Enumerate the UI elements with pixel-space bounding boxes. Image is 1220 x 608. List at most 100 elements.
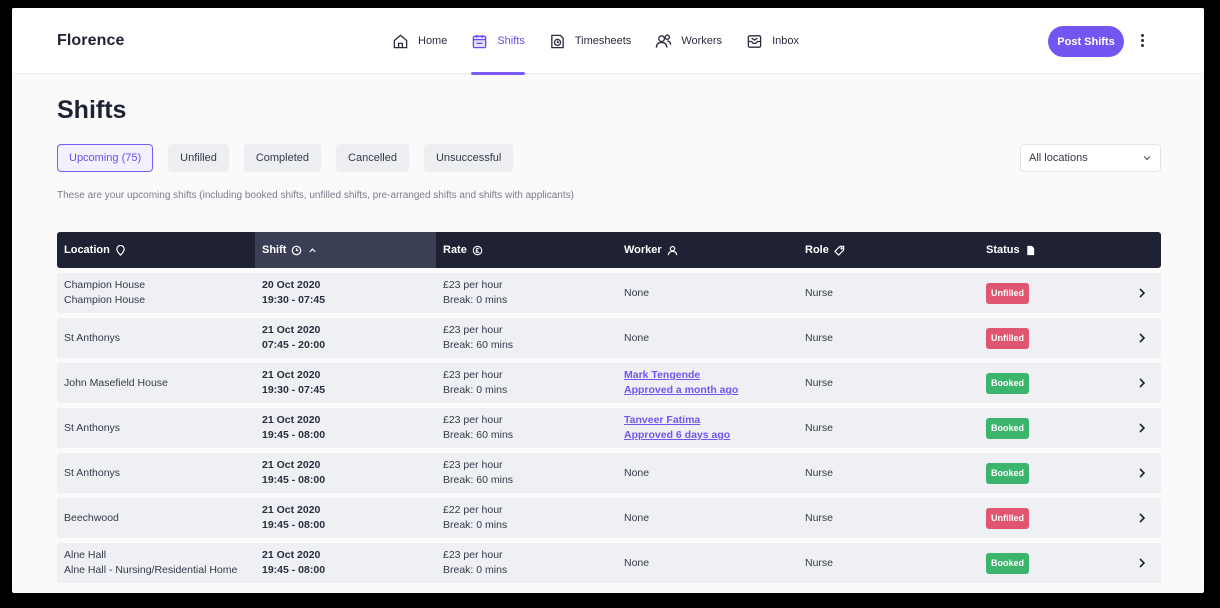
column-rate[interactable]: Rate [436, 232, 617, 268]
approval-link[interactable]: Approved 6 days ago [624, 429, 731, 441]
rate-value: £22 per hour [443, 504, 503, 516]
cell-status: Booked [979, 372, 1161, 394]
location-sub: Alne Hall - Nursing/Residential Home [64, 564, 238, 576]
column-location-label: Location [64, 244, 110, 256]
cell-role: Nurse [805, 556, 834, 569]
table-row[interactable]: John Masefield House 21 Oct 2020 19:30 - … [57, 363, 1161, 403]
cell-worker: None [617, 286, 798, 301]
cell-rate: £23 per hour Break: 60 mins [436, 458, 617, 488]
nav-inbox-label: Inbox [772, 35, 799, 47]
status-badge: Booked [986, 417, 1030, 439]
worker-name: None [624, 556, 650, 569]
shift-date: 21 Oct 2020 [262, 369, 321, 381]
shift-date: 21 Oct 2020 [262, 414, 321, 426]
column-worker[interactable]: Worker [617, 232, 798, 268]
calendar-icon [473, 34, 487, 48]
worker-link[interactable]: Tanveer Fatima [624, 414, 701, 426]
nav-timesheets[interactable]: Timesheets [537, 8, 643, 74]
status-badge: Booked [986, 552, 1030, 574]
rate-value: £23 per hour [443, 369, 503, 381]
page-subtitle: These are your upcoming shifts (includin… [57, 190, 574, 201]
cell-location: John Masefield House [57, 376, 255, 391]
tab-upcoming[interactable]: Upcoming (75) [57, 144, 154, 172]
chevron-right-icon[interactable] [1137, 422, 1147, 434]
column-rate-label: Rate [443, 244, 467, 256]
column-status-label: Status [986, 244, 1020, 256]
chevron-right-icon[interactable] [1137, 332, 1147, 344]
column-location[interactable]: Location [57, 232, 255, 268]
table-row[interactable]: St Anthonys 21 Oct 2020 19:45 - 08:00 £23… [57, 408, 1161, 448]
post-shifts-button[interactable]: Post Shifts [1048, 26, 1124, 57]
nav-home[interactable]: Home [380, 8, 459, 74]
location-select-value: All locations [1029, 152, 1088, 164]
chevron-down-icon [1143, 156, 1151, 161]
more-options-icon[interactable] [1136, 32, 1148, 52]
tab-cancelled[interactable]: Cancelled [336, 144, 409, 172]
table-row[interactable]: Champion House Champion House 20 Oct 2020… [57, 273, 1161, 313]
break-value: Break: 0 mins [443, 384, 508, 396]
table-row[interactable]: Alne Hall Alne Hall - Nursing/Residential… [57, 543, 1161, 583]
cell-status: Booked [979, 462, 1161, 484]
chevron-right-icon[interactable] [1137, 512, 1147, 524]
status-badge: Unfilled [986, 507, 1029, 529]
location-name: St Anthonys [64, 331, 121, 344]
location-name: St Anthonys [64, 466, 121, 479]
cell-rate: £23 per hour Break: 60 mins [436, 413, 617, 443]
app-window: Florence Home Shifts Timesheets Workers … [12, 8, 1204, 593]
approval-link[interactable]: Approved a month ago [624, 384, 739, 396]
home-icon [393, 33, 408, 48]
break-value: Break: 60 mins [443, 339, 514, 351]
column-shift-label: Shift [262, 244, 287, 256]
rate-value: £23 per hour [443, 549, 503, 561]
table-row[interactable]: Beechwood 21 Oct 2020 19:45 - 08:00 £22 p… [57, 498, 1161, 538]
worker-link[interactable]: Mark Tengende [624, 369, 701, 381]
tab-unfilled[interactable]: Unfilled [168, 144, 229, 172]
brand-logo[interactable]: Florence [57, 32, 125, 49]
sort-ascending-icon [309, 247, 317, 252]
timesheet-icon [551, 34, 564, 48]
table-row[interactable]: St Anthonys 21 Oct 2020 19:45 - 08:00 £23… [57, 453, 1161, 493]
location-sub: Champion House [64, 294, 146, 306]
cell-worker: Tanveer Fatima Approved 6 days ago [617, 413, 798, 443]
status-badge: Booked [986, 462, 1030, 484]
cell-rate: £23 per hour Break: 0 mins [436, 548, 617, 578]
location-select[interactable]: All locations [1020, 144, 1161, 172]
nav-shifts[interactable]: Shifts [459, 8, 537, 75]
table-row[interactable]: St Anthonys 21 Oct 2020 07:45 - 20:00 £23… [57, 318, 1161, 358]
shift-time: 19:45 - 08:00 [262, 564, 326, 576]
chevron-right-icon[interactable] [1137, 287, 1147, 299]
rate-value: £23 per hour [443, 459, 503, 471]
cell-role: Nurse [805, 466, 834, 479]
rate-value: £23 per hour [443, 414, 503, 426]
clock-icon [292, 245, 302, 255]
main-nav: Home Shifts Timesheets Workers Inbox [380, 8, 811, 75]
column-role[interactable]: Role [798, 232, 979, 268]
break-value: Break: 0 mins [443, 519, 508, 531]
cell-worker: None [617, 466, 798, 481]
break-value: Break: 0 mins [443, 564, 508, 576]
column-role-label: Role [805, 244, 829, 256]
nav-workers[interactable]: Workers [643, 8, 734, 74]
nav-inbox[interactable]: Inbox [734, 8, 811, 74]
column-shift[interactable]: Shift [255, 232, 436, 268]
status-badge: Unfilled [986, 327, 1029, 349]
shift-date: 20 Oct 2020 [262, 279, 321, 291]
column-status[interactable]: Status [979, 232, 1161, 268]
cell-shift: 21 Oct 2020 19:30 - 07:45 [255, 368, 436, 398]
person-icon [667, 245, 677, 255]
cell-worker: None [617, 556, 798, 571]
tab-unsuccessful[interactable]: Unsuccessful [423, 144, 514, 172]
chevron-right-icon[interactable] [1137, 377, 1147, 389]
cell-location: St Anthonys [57, 466, 255, 481]
workers-icon [656, 34, 672, 48]
worker-name: None [624, 511, 650, 524]
location-pin-icon [116, 244, 125, 256]
cell-rate: £23 per hour Break: 60 mins [436, 323, 617, 353]
cell-status: Unfilled [979, 327, 1161, 349]
cell-shift: 20 Oct 2020 19:30 - 07:45 [255, 278, 436, 308]
shift-date: 21 Oct 2020 [262, 459, 321, 471]
tab-completed[interactable]: Completed [243, 144, 322, 172]
cell-location: St Anthonys [57, 331, 255, 346]
chevron-right-icon[interactable] [1137, 467, 1147, 479]
chevron-right-icon[interactable] [1137, 557, 1147, 569]
